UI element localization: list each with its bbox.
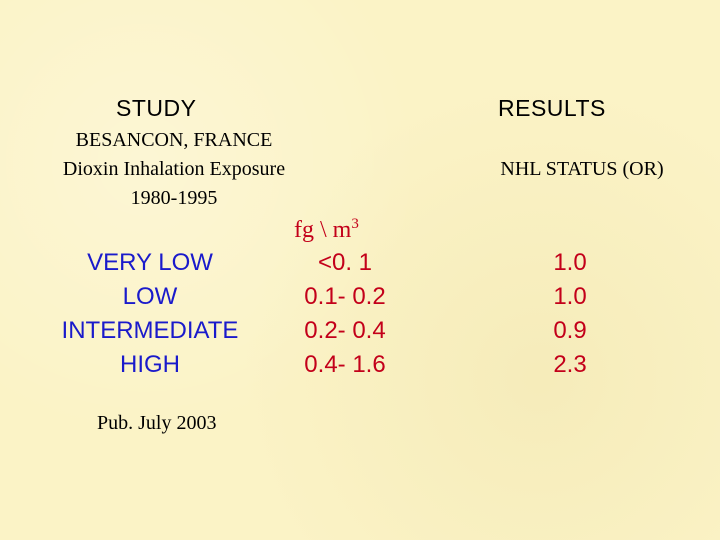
results-subheader: NHL STATUS (OR) — [500, 158, 664, 180]
level-intermediate: INTERMEDIATE — [61, 317, 239, 344]
or-low: 1.0 — [553, 283, 587, 310]
publication-footnote: Pub. July 2003 — [97, 412, 217, 434]
or-intermediate: 0.9 — [553, 317, 587, 344]
range-very-low: <0. 1 — [317, 249, 373, 276]
unit-base: fg \ m — [294, 217, 352, 243]
level-high: HIGH — [120, 351, 180, 378]
unit-label: fg \ m3 — [294, 213, 359, 247]
results-header: RESULTS — [498, 95, 606, 121]
or-high: 2.3 — [553, 351, 587, 378]
or-very-low: 1.0 — [553, 249, 587, 276]
study-period: 1980-1995 — [130, 187, 218, 209]
study-exposure: Dioxin Inhalation Exposure — [62, 158, 286, 180]
study-header: STUDY — [116, 95, 197, 121]
unit-exponent: 3 — [351, 216, 359, 232]
or-column: 1.0 1.0 0.9 2.3 — [530, 246, 610, 382]
range-low: 0.1- 0.2 — [304, 283, 386, 310]
level-very-low: VERY LOW — [87, 249, 213, 276]
range-high: 0.4- 1.6 — [304, 351, 386, 378]
range-column: <0. 1 0.1- 0.2 0.2- 0.4 0.4- 1.6 — [270, 246, 420, 382]
study-description: BESANCON, FRANCE Dioxin Inhalation Expos… — [24, 126, 324, 213]
level-column: VERY LOW LOW INTERMEDIATE HIGH — [40, 246, 260, 382]
range-intermediate: 0.2- 0.4 — [304, 317, 386, 344]
level-low: LOW — [122, 283, 178, 310]
study-location: BESANCON, FRANCE — [75, 129, 273, 151]
